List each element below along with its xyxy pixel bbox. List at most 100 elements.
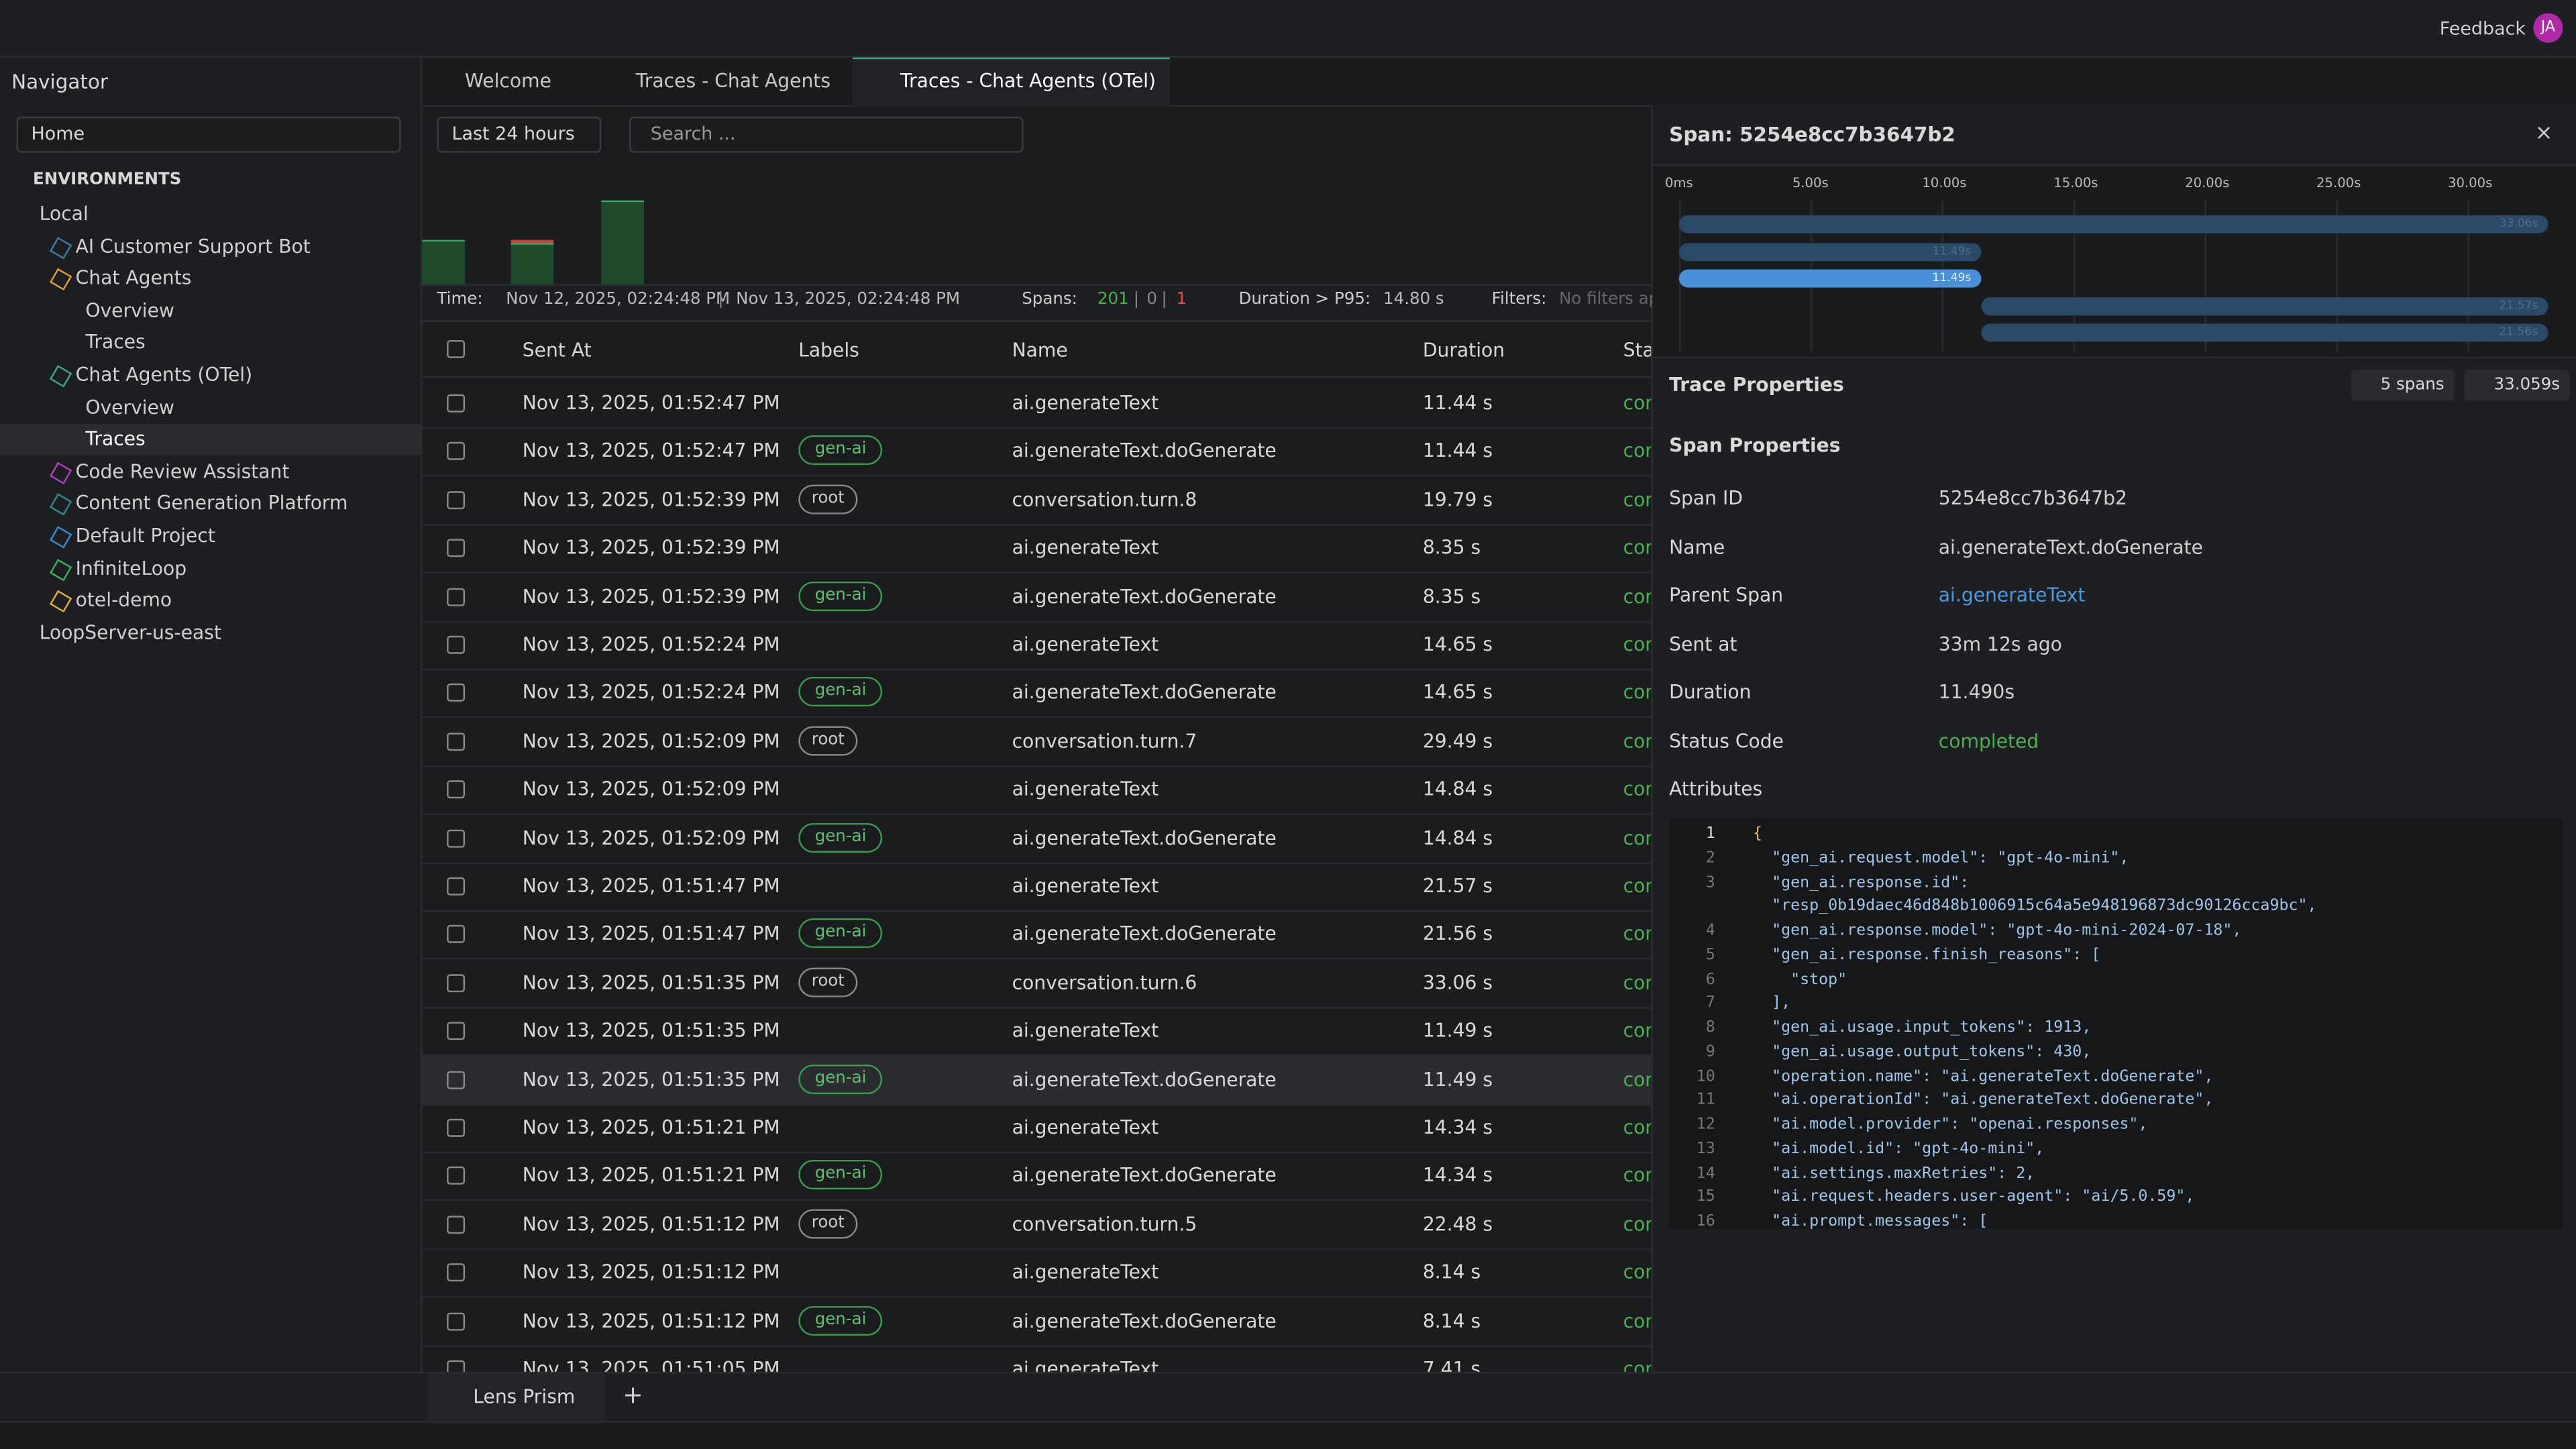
code-line: "gen_ai.response.id": [1753,873,1969,892]
timeline-bar-label: 11.49s [1932,271,1971,284]
navigator-title: Navigator [11,70,108,93]
line-number: 5 [1669,946,1715,964]
row-checkbox[interactable] [447,1167,465,1185]
column-header[interactable]: Duration [1423,338,1505,361]
table-row[interactable]: Nov 13, 2025, 01:52:47 PMai.generateText… [422,380,1651,429]
tab[interactable]: Welcome [465,69,551,92]
table-row[interactable]: Nov 13, 2025, 01:51:47 PMai.generateText… [422,863,1651,912]
search-input[interactable]: Search ... [629,117,1024,153]
tab[interactable]: Traces - Chat Agents [636,69,830,92]
table-row[interactable]: Nov 13, 2025, 01:51:35 PMai.generateText… [422,1008,1651,1057]
row-checkbox[interactable] [447,877,465,896]
section-title[interactable]: Span Properties [1669,434,1840,457]
row-checkbox[interactable] [447,1264,465,1282]
row-checkbox[interactable] [447,733,465,751]
table-row[interactable]: Nov 13, 2025, 01:52:39 PMrootconversatio… [422,476,1651,525]
timeline-bar: 21.57s [1981,297,2548,315]
avatar[interactable]: JA [2533,13,2563,43]
sent-at: Nov 13, 2025, 01:52:24 PM [523,681,780,704]
table-row[interactable]: Nov 13, 2025, 01:52:39 PMai.generateText… [422,525,1651,574]
label-pill: gen-ai [798,822,883,852]
bottom-tab-label[interactable]: Lens Prism [473,1385,575,1407]
histogram-error [511,239,554,242]
table-row[interactable]: Nov 13, 2025, 01:51:12 PMrootconversatio… [422,1201,1651,1250]
label-pill: gen-ai [798,678,883,707]
section-title[interactable]: Trace Properties [1669,373,1844,396]
tree-item[interactable]: otel-demo [76,588,172,611]
code-line: "ai.prompt.messages": [ [1753,1212,1988,1228]
table-row[interactable]: Nov 13, 2025, 01:51:47 PMgen-aiai.genera… [422,911,1651,960]
row-checkbox[interactable] [447,926,465,944]
table-row[interactable]: Nov 13, 2025, 01:51:05 PMai.generateText… [422,1346,1651,1372]
sent-at: Nov 13, 2025, 01:51:12 PM [523,1309,780,1332]
table-row[interactable]: Nov 13, 2025, 01:52:47 PMgen-aiai.genera… [422,428,1651,477]
table-row[interactable]: Nov 13, 2025, 01:52:09 PMgen-aiai.genera… [422,814,1651,863]
row-checkbox[interactable] [447,588,465,606]
timeline-bar: 33.06s [1679,215,2548,233]
table-row[interactable]: Nov 13, 2025, 01:52:24 PMai.generateText… [422,621,1651,670]
column-header[interactable]: Sent At [523,338,592,361]
row-checkbox[interactable] [447,1360,465,1372]
table-row[interactable]: Nov 13, 2025, 01:52:09 PMai.generateText… [422,766,1651,815]
table-row[interactable]: Nov 13, 2025, 01:51:35 PMrootconversatio… [422,959,1651,1008]
tree-item[interactable]: Traces [85,331,145,354]
column-header[interactable]: Name [1012,338,1068,361]
row-checkbox[interactable] [447,781,465,799]
row-checkbox[interactable] [447,1119,465,1137]
column-header[interactable]: Status [1623,338,1652,361]
tab[interactable]: Traces - Chat Agents (OTel) [900,69,1156,92]
add-tab[interactable]: + [623,1380,643,1409]
table-row[interactable]: Nov 13, 2025, 01:52:24 PMgen-aiai.genera… [422,669,1651,718]
tree-item[interactable]: Chat Agents (OTel) [76,363,252,386]
row-checkbox[interactable] [447,491,465,509]
row-checkbox[interactable] [447,636,465,654]
status: completed [1623,1357,1652,1372]
timeline-tick-label: 10.00s [1922,176,1962,191]
column-header[interactable]: Labels [798,338,859,361]
time-range-select[interactable]: Last 24 hours [437,117,601,153]
row-checkbox[interactable] [447,1312,465,1330]
tree-item[interactable]: Local [40,202,89,225]
table-row[interactable]: Nov 13, 2025, 01:51:21 PMgen-aiai.genera… [422,1152,1651,1201]
property-value[interactable]: ai.generateText [1939,583,2086,606]
close-button[interactable]: × [2535,121,2553,146]
status: completed [1623,584,1652,607]
table-row[interactable]: Nov 13, 2025, 01:51:35 PMgen-aiai.genera… [422,1056,1651,1105]
workspace-select[interactable]: Home [16,117,400,153]
property-key: Sent at [1669,632,1737,655]
row-checkbox[interactable] [447,443,465,461]
feedback-button[interactable]: Feedback [2440,18,2526,40]
tree-item[interactable]: Default Project [76,524,215,547]
sent-at: Nov 13, 2025, 01:52:24 PM [523,633,780,655]
row-checkbox[interactable] [447,829,465,847]
row-checkbox[interactable] [447,1216,465,1234]
stat-filters-label: Filters: [1492,290,1547,309]
table-row[interactable]: Nov 13, 2025, 01:51:21 PMai.generateText… [422,1104,1651,1153]
tree-item[interactable]: Chat Agents [76,266,192,289]
line-number: 8 [1669,1018,1715,1036]
tree-item[interactable]: Content Generation Platform [76,492,348,515]
code-line: { [1753,824,1762,843]
table-row[interactable]: Nov 13, 2025, 01:51:12 PMgen-aiai.genera… [422,1297,1651,1346]
table-row[interactable]: Nov 13, 2025, 01:52:09 PMrootconversatio… [422,718,1651,767]
tree-item[interactable]: LoopServer-us-east [40,621,221,643]
status: completed [1623,1260,1652,1283]
tree-item[interactable]: InfiniteLoop [76,556,186,579]
row-checkbox[interactable] [447,974,465,992]
row-checkbox[interactable] [447,684,465,702]
row-checkbox[interactable] [447,1022,465,1040]
tree-item[interactable]: Code Review Assistant [76,460,290,482]
span-name: ai.generateText [1012,1116,1159,1138]
tree-item[interactable]: AI Customer Support Bot [76,234,311,257]
table-row[interactable]: Nov 13, 2025, 01:51:12 PMai.generateText… [422,1249,1651,1298]
tree-item[interactable]: Overview [85,395,174,418]
tree-item[interactable]: Overview [85,299,174,321]
status: completed [1623,777,1652,800]
row-checkbox[interactable] [447,394,465,413]
table-row[interactable]: Nov 13, 2025, 01:52:39 PMgen-aiai.genera… [422,573,1651,622]
section-title[interactable]: Attributes [1669,777,1762,800]
row-checkbox[interactable] [447,539,465,557]
row-checkbox[interactable] [447,1071,465,1089]
tree-item[interactable]: Traces [85,427,145,450]
header-checkbox[interactable] [447,340,465,358]
